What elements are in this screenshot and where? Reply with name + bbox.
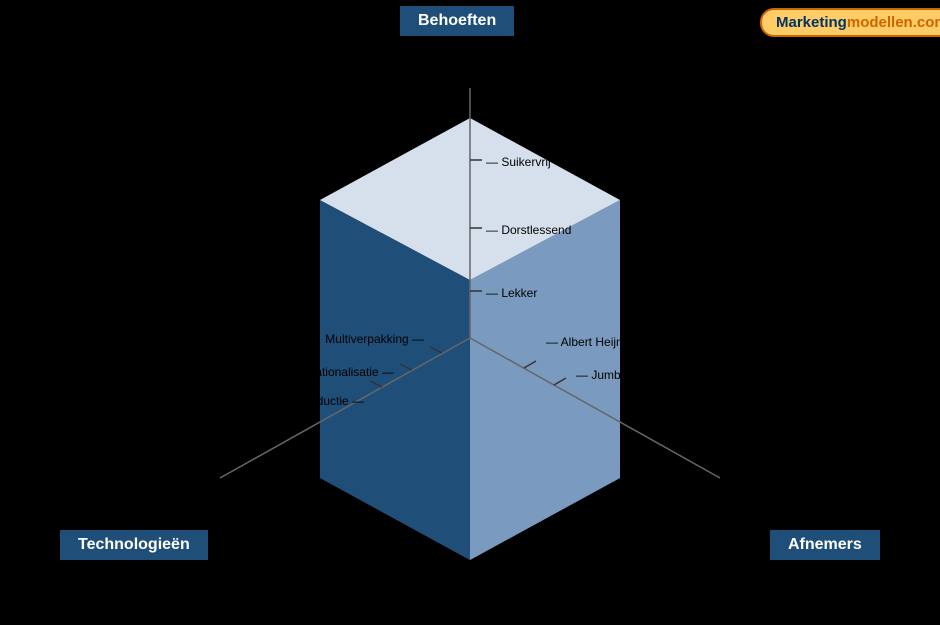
- logo-text-2: modellen.com: [847, 14, 940, 31]
- tick-label: Productie —: [298, 394, 364, 408]
- tick-label: Internationalisatie —: [285, 365, 394, 379]
- logo-text-1: Marketing: [776, 14, 847, 31]
- tick-label: — Lekker: [486, 286, 537, 300]
- tick-label: — Dorstlessend: [486, 223, 571, 237]
- logo-badge: Marketingmodellen.com: [760, 8, 940, 37]
- tick-label: — Albert Heijn: [546, 335, 623, 349]
- tick-label: — Suikervrij: [486, 155, 551, 169]
- tick-label: Multiverpakking —: [325, 332, 424, 346]
- axis-label-left: Technologieën: [60, 530, 208, 560]
- axis-label-right: Afnemers: [770, 530, 880, 560]
- tick-label: — Jumbo: [576, 368, 627, 382]
- axis-label-top: Behoeften: [400, 6, 514, 36]
